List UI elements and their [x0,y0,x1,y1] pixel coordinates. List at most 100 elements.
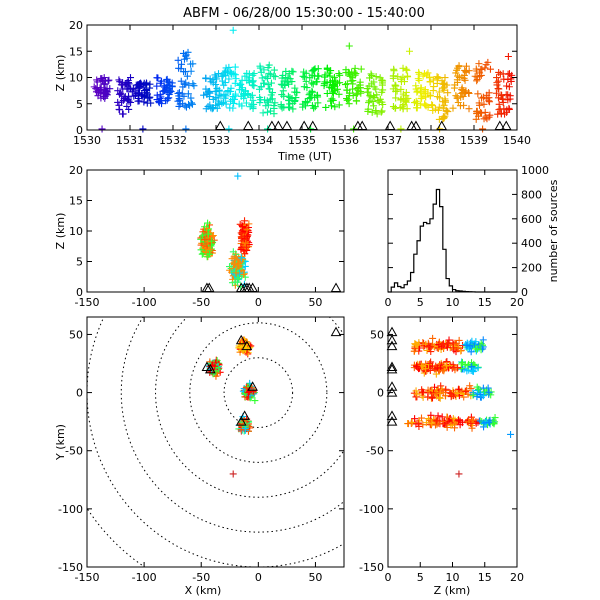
source-point [208,237,216,245]
source-point [397,85,405,93]
station-marker [235,416,247,426]
source-point [399,90,407,98]
source-point [341,81,349,89]
source-point [494,94,502,102]
source-point [344,95,352,103]
source-point [328,102,336,110]
source-point [238,252,246,260]
y-tick-label: 0 [377,387,384,400]
source-point [434,412,442,420]
source-point [242,99,250,107]
source-point [138,92,146,100]
source-point [232,253,240,261]
y-tick-label: 5 [76,98,83,111]
source-point [117,89,125,97]
source-point [442,420,450,428]
ground-source [479,125,487,133]
source-point [209,104,217,112]
x-tick-label: 1536 [331,134,359,147]
source-point [156,79,164,87]
station-marker [298,120,310,130]
source-point [189,80,197,88]
source-point [357,65,365,73]
source-point [372,85,380,93]
source-point [426,92,434,100]
source-point [330,73,338,81]
x-tick-label: 50 [308,571,322,584]
source-point [228,255,236,263]
source-point [225,63,233,71]
source-point [329,96,337,104]
station-marker [386,340,398,351]
source-point [428,101,436,109]
source-point [328,95,336,103]
height-histogram-line [388,188,517,293]
source-point [163,87,171,95]
source-point [494,110,502,118]
source-point [231,71,239,79]
source-point [434,106,442,114]
station-marker [239,410,250,420]
source-point [466,382,474,390]
source-point [116,78,124,86]
source-point [472,345,480,353]
z-y-panel: 0 5 10 15 20 -150 -100 -50 0 50 Z (km) [359,316,524,597]
source-point [232,75,240,83]
source-point [240,270,248,278]
source-point [378,81,386,89]
source-point [417,101,425,109]
source-point [433,79,441,87]
source-point [368,72,376,80]
source-point [389,85,397,93]
source-point [308,79,316,87]
y-tick-label: 15 [69,45,83,58]
source-point [189,60,197,68]
source-point [422,102,430,110]
source-point [449,415,457,423]
source-point [157,93,165,101]
source-point [480,100,488,108]
x-tick-label: 15 [478,571,492,584]
source-point [240,89,248,97]
source-point [237,254,245,262]
source-point [429,76,437,84]
source-point [486,111,494,119]
source-point [413,99,421,107]
source-point [302,77,310,85]
source-point [412,341,420,349]
source-point [442,106,450,114]
source-point [422,365,430,373]
x-tick-label: 5 [417,296,424,309]
source-point [230,261,238,269]
source-point [167,88,175,96]
source-point [259,109,267,117]
source-point [235,262,243,270]
x-tick-label: 1533 [202,134,230,147]
y-tick-label: -100 [58,503,83,516]
source-point [123,102,131,110]
y-tick-label: 20 [69,19,83,32]
source-point [147,99,155,107]
source-point [245,220,253,228]
source-point [300,73,308,81]
source-point [258,74,266,82]
source-point [432,370,440,378]
y-tick-label: 800 [521,188,542,201]
source-point [242,240,250,248]
source-point [248,101,256,109]
source-point [299,103,307,111]
y-tick-label: 20 [69,164,83,177]
y-tick-label: 600 [521,213,542,226]
source-point [390,65,398,73]
source-point [141,87,149,95]
source-point [123,96,131,104]
source-point [270,66,278,74]
source-point [433,364,441,372]
source-point [260,66,268,74]
source-point [459,87,467,95]
source-point [484,384,492,392]
source-point [256,64,264,72]
source-point [336,71,344,79]
source-point [143,80,151,88]
source-point [480,392,488,400]
